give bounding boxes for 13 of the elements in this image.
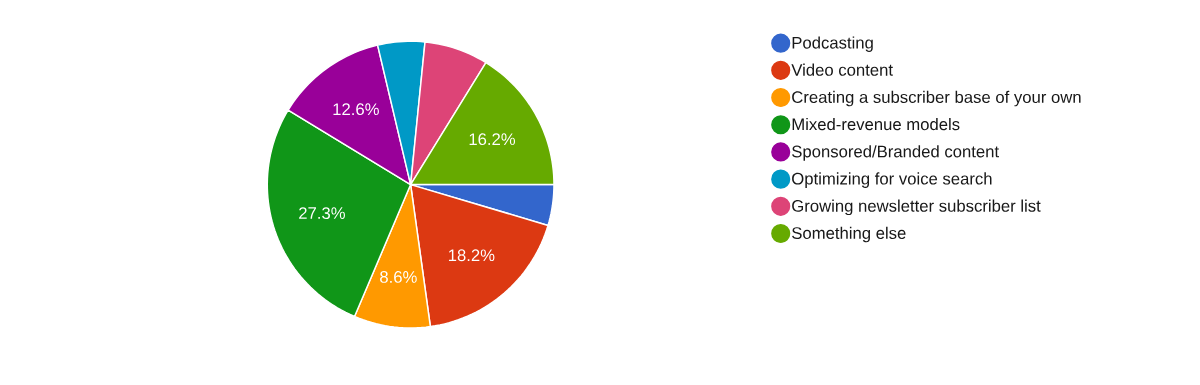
legend-label: Optimizing for voice search [792, 172, 992, 188]
legend-label: Sponsored/Branded content [792, 145, 999, 161]
legend-label: Video content [791, 63, 893, 76]
legend-label: Mixed-revenue models [792, 118, 960, 131]
data-label: 16.2% [469, 133, 516, 146]
legend-label: Creating a subscriber base of your own [792, 90, 1081, 107]
data-label: 8.6% [380, 271, 417, 283]
data-label: 18.2% [448, 249, 495, 262]
legend-label: Growing newsletter subscriber list [792, 199, 1041, 216]
data-label: 12.6% [333, 103, 379, 116]
legend-label: Podcasting [792, 36, 873, 52]
data-label: 27.3% [299, 207, 345, 220]
legend-label: Something else [792, 226, 906, 243]
